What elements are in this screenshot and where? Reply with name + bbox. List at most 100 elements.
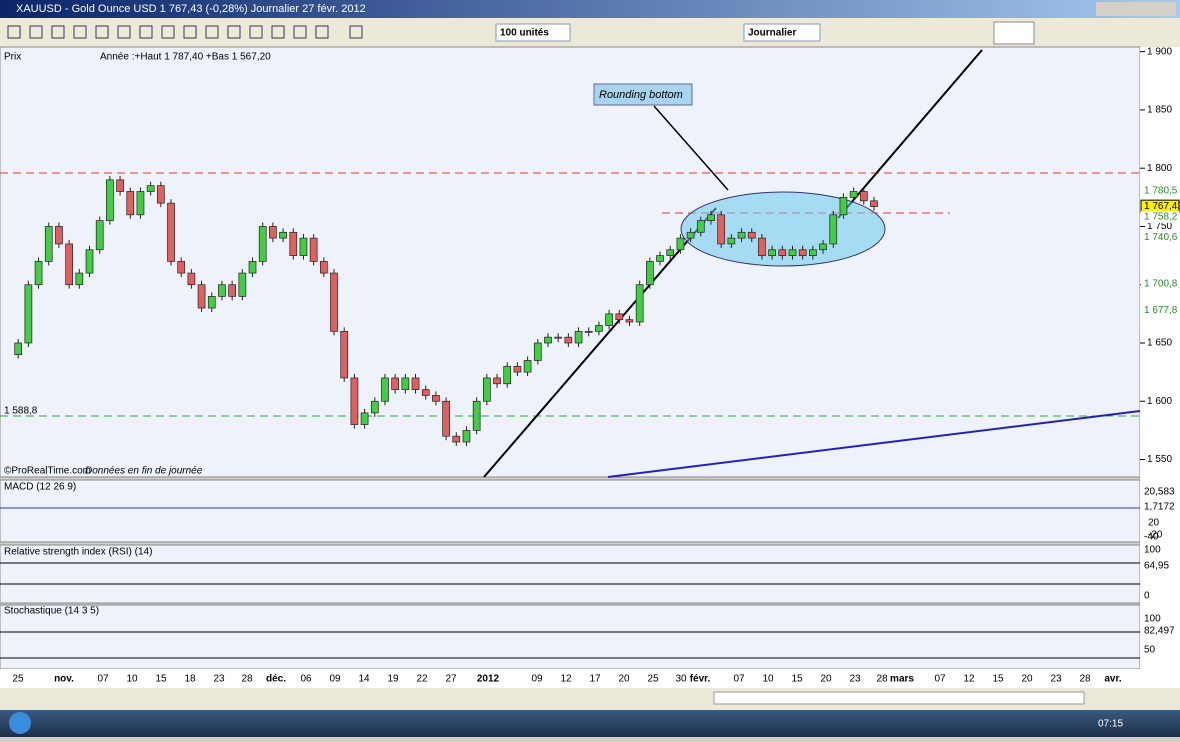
candle bbox=[299, 237, 308, 256]
candle bbox=[65, 243, 73, 286]
x-tick-label: 23 bbox=[1050, 674, 1062, 685]
x-tick-label: 28 bbox=[876, 674, 888, 685]
x-tick-label: 15 bbox=[155, 674, 167, 685]
candle bbox=[707, 214, 715, 221]
projection-line bbox=[837, 49, 983, 219]
candle bbox=[350, 377, 359, 425]
candle bbox=[798, 249, 807, 256]
candle bbox=[503, 365, 512, 385]
candle bbox=[646, 261, 654, 286]
candle bbox=[778, 249, 787, 256]
credit-note: Données en fin de journée bbox=[85, 466, 203, 477]
candle bbox=[289, 231, 298, 256]
candle bbox=[421, 389, 430, 396]
candle bbox=[666, 249, 675, 256]
candle bbox=[411, 377, 420, 390]
quantity-dropdown[interactable] bbox=[495, 23, 571, 42]
x-tick-label: 22 bbox=[416, 674, 428, 685]
x-tick-label: nov. bbox=[54, 674, 74, 685]
candle bbox=[391, 377, 400, 390]
candle bbox=[258, 226, 267, 262]
x-tick-label: 09 bbox=[531, 674, 543, 685]
price-tag-label: 1 677,8 bbox=[1144, 305, 1178, 316]
x-tick-label: 27 bbox=[445, 674, 457, 685]
candle bbox=[737, 231, 746, 239]
x-tick-label: 28 bbox=[241, 674, 253, 685]
candle bbox=[269, 226, 277, 239]
candle bbox=[788, 249, 797, 256]
candle bbox=[330, 272, 338, 332]
window-controls[interactable] bbox=[1096, 2, 1176, 16]
candle bbox=[493, 377, 501, 385]
x-tick-label: 23 bbox=[213, 674, 225, 685]
panel-info: Année :+Haut 1 787,40 +Bas 1 567,20 bbox=[100, 52, 271, 63]
candle bbox=[116, 179, 124, 192]
x-tick-label: 20 bbox=[1021, 674, 1033, 685]
x-tick-label: 06 bbox=[300, 674, 312, 685]
price-tag bbox=[1141, 184, 1179, 197]
price-panel bbox=[0, 46, 1141, 478]
candle bbox=[432, 395, 440, 402]
x-tick-label: 2012 bbox=[477, 674, 500, 685]
x-tick-label: 15 bbox=[791, 674, 803, 685]
x-tick-label: 25 bbox=[12, 674, 24, 685]
x-tick-label: 10 bbox=[126, 674, 138, 685]
candle bbox=[544, 336, 552, 344]
candle bbox=[177, 261, 186, 274]
candle bbox=[95, 220, 104, 251]
candle bbox=[717, 214, 726, 245]
price-tag-label: 1 780,5 bbox=[1144, 186, 1178, 197]
x-tick-label: 14 bbox=[358, 674, 370, 685]
candle bbox=[574, 330, 583, 344]
credit: ©ProRealTime.com bbox=[4, 466, 91, 477]
date-axis bbox=[0, 669, 1180, 688]
rsi-panel bbox=[0, 544, 1141, 604]
rounding-ellipse bbox=[680, 191, 886, 267]
start-button[interactable] bbox=[9, 712, 31, 734]
toolbar bbox=[0, 18, 1180, 47]
annotation: Rounding bottom bbox=[599, 89, 683, 101]
rsi-scale: 100 bbox=[1144, 545, 1161, 556]
stoch-scale: 100 bbox=[1144, 614, 1161, 625]
candle bbox=[605, 313, 613, 326]
price-tag bbox=[1141, 231, 1179, 244]
candle bbox=[401, 377, 410, 390]
macd-scale: 1,7172 bbox=[1144, 502, 1175, 513]
candle bbox=[207, 296, 216, 309]
x-tick-label: 25 bbox=[647, 674, 659, 685]
stochastic-panel bbox=[0, 604, 1141, 670]
mini-chart-button[interactable] bbox=[993, 21, 1035, 45]
candle bbox=[564, 336, 573, 344]
candle bbox=[554, 336, 563, 339]
x-tick-label: 12 bbox=[963, 674, 975, 685]
y-tick-label: 1 650 bbox=[1147, 338, 1172, 349]
period-dropdown[interactable] bbox=[743, 23, 821, 42]
stoch-label: Stochastique (14 3 5) bbox=[4, 606, 99, 617]
candle bbox=[309, 237, 318, 262]
y-tick-label: 1 550 bbox=[1147, 454, 1172, 465]
candle bbox=[523, 360, 532, 373]
x-tick-label: 20 bbox=[820, 674, 832, 685]
candle bbox=[360, 412, 369, 425]
tool-icons[interactable] bbox=[7, 25, 363, 39]
price-tag-label: 1 740,6 bbox=[1144, 232, 1178, 243]
candle bbox=[758, 237, 766, 256]
candle bbox=[584, 330, 593, 333]
candle bbox=[34, 261, 43, 286]
candle bbox=[819, 243, 827, 251]
candle bbox=[187, 272, 196, 286]
candle bbox=[156, 185, 165, 204]
candle bbox=[452, 435, 461, 443]
y-tick-label: 1 800 bbox=[1147, 163, 1172, 174]
scrollbar[interactable] bbox=[713, 691, 1085, 705]
price-scale bbox=[1140, 47, 1180, 669]
x-tick-label: déc. bbox=[266, 674, 286, 685]
y-tick-label: 1 900 bbox=[1147, 46, 1172, 57]
candle bbox=[106, 179, 114, 221]
x-tick-label: 20 bbox=[618, 674, 630, 685]
x-tick-label: 23 bbox=[849, 674, 861, 685]
panel-label: Prix bbox=[4, 52, 21, 63]
macd-panel bbox=[0, 479, 1141, 543]
candle bbox=[635, 284, 644, 323]
